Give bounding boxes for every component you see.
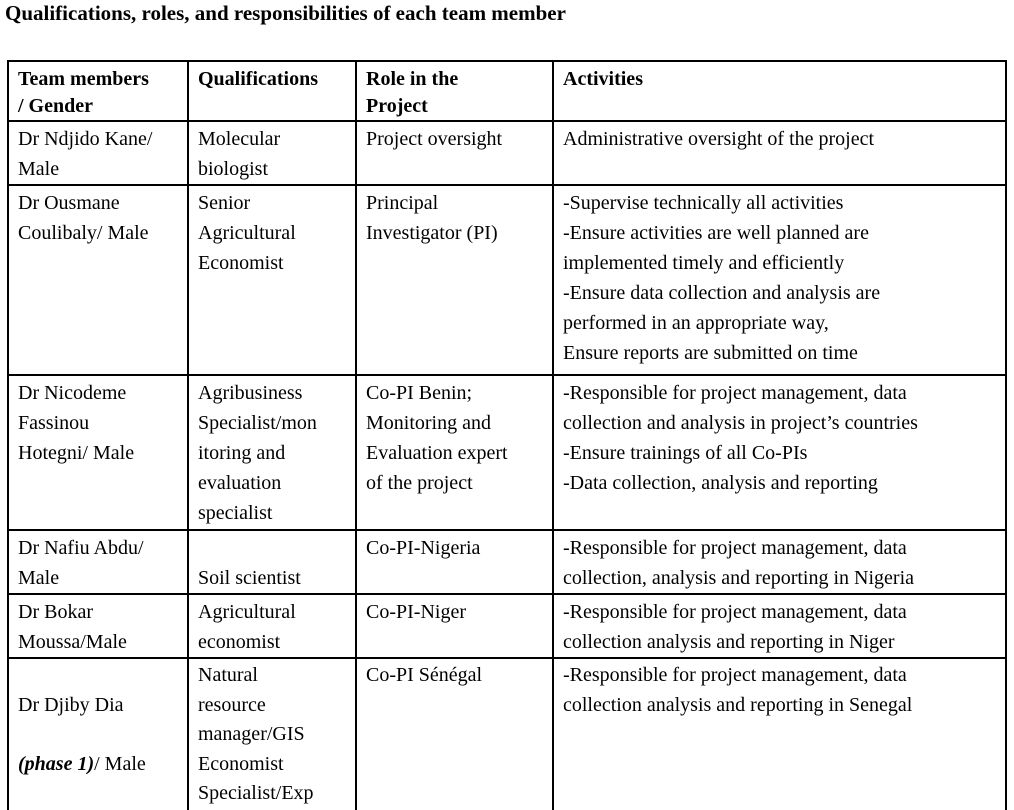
table-row-ndjido-kane: Dr Ndjido Kane/ Male Molecular biologist… <box>7 120 1007 186</box>
team-table: Team members / Gender Qualifications Rol… <box>7 60 1007 810</box>
table-row-ousmane-coulibaly: Dr Ousmane Coulibaly/ Male Senior Agricu… <box>7 184 1007 376</box>
table-row-bokar-moussa: Dr Bokar Moussa/Male Agricultural econom… <box>7 593 1007 659</box>
table-row-djiby-dia: Dr Djiby Dia (phase 1)/ Male Dr Fatou Nd… <box>7 657 1007 810</box>
cell-role: Project oversight <box>355 120 554 186</box>
cell-role: Co-PI-Nigeria <box>355 529 554 595</box>
cell-team-member: Dr Ndjido Kane/ Male <box>7 120 189 186</box>
cell-qualifications: Soil scientist <box>187 529 357 595</box>
member-phase-line: (phase 1)/ Male <box>18 750 179 780</box>
cell-team-member: Dr Djiby Dia (phase 1)/ Male Dr Fatou Nd… <box>7 657 189 810</box>
cell-activities: -Responsible for project management, dat… <box>552 374 1007 531</box>
cell-role: Co-PI Sénégal <box>355 657 554 810</box>
cell-qualifications: Agricultural economist <box>187 593 357 659</box>
cell-activities: -Supervise technically all activities -E… <box>552 184 1007 376</box>
cell-qualifications: Agribusiness Specialist/mon itoring and … <box>187 374 357 531</box>
cell-qualifications: Natural resource manager/GIS Economist S… <box>187 657 357 810</box>
cell-team-member: Dr Bokar Moussa/Male <box>7 593 189 659</box>
member-gender: / Male <box>94 752 146 775</box>
table-header-row: Team members / Gender Qualifications Rol… <box>7 60 1007 122</box>
cell-team-member: Dr Ousmane Coulibaly/ Male <box>7 184 189 376</box>
table-row-nafiu-abdu: Dr Nafiu Abdu/ Male Soil scientist Co-PI… <box>7 529 1007 595</box>
cell-team-member: Dr Nafiu Abdu/ Male <box>7 529 189 595</box>
cell-activities: Administrative oversight of the project <box>552 120 1007 186</box>
cell-role: Principal Investigator (PI) <box>355 184 554 376</box>
member-name-line: Dr Djiby Dia <box>18 693 124 716</box>
phase-label: (phase 1) <box>18 752 95 775</box>
cell-activities: -Responsible for project management, dat… <box>552 657 1007 810</box>
cell-activities: -Responsible for project management, dat… <box>552 593 1007 659</box>
column-header-activities: Activities <box>552 60 1007 122</box>
document-title: Qualifications, roles, and responsibilit… <box>5 1 566 25</box>
cell-role: Co-PI Benin; Monitoring and Evaluation e… <box>355 374 554 531</box>
cell-qualifications: Molecular biologist <box>187 120 357 186</box>
cell-role: Co-PI-Niger <box>355 593 554 659</box>
cell-qualifications: Senior Agricultural Economist <box>187 184 357 376</box>
column-header-role: Role in the Project <box>355 60 554 122</box>
cell-activities: -Responsible for project management, dat… <box>552 529 1007 595</box>
cell-team-member: Dr Nicodeme Fassinou Hotegni/ Male <box>7 374 189 531</box>
column-header-qualifications: Qualifications <box>187 60 357 122</box>
column-header-team-members: Team members / Gender <box>7 60 189 122</box>
table-row-nicodeme-fassinou-hotegni: Dr Nicodeme Fassinou Hotegni/ Male Agrib… <box>7 374 1007 531</box>
